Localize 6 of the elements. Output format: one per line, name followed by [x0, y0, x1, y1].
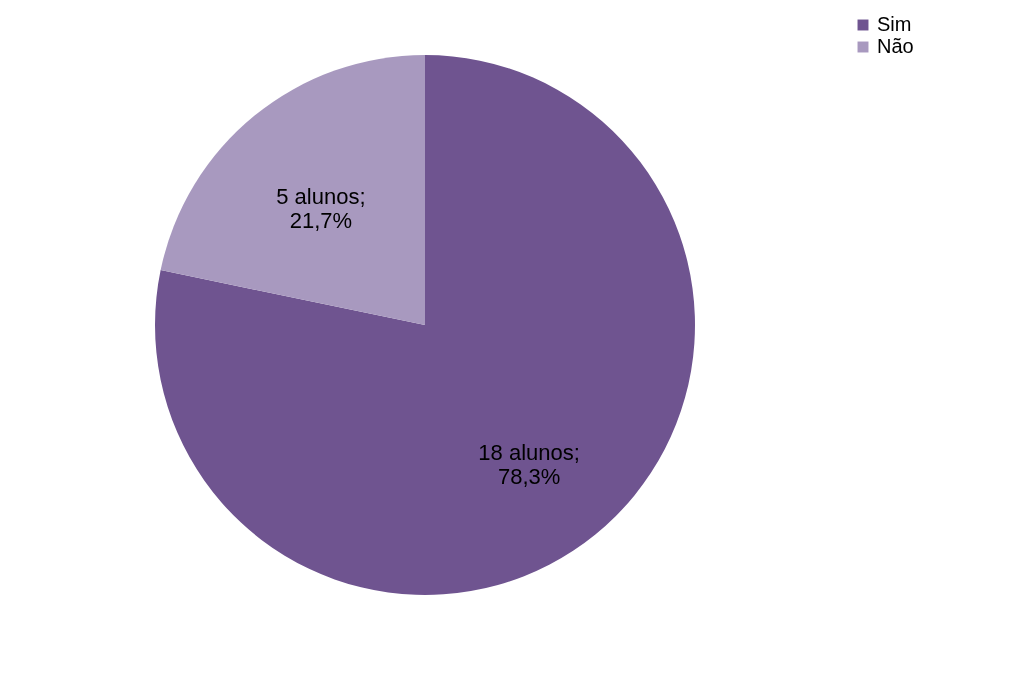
pie-slice: [155, 55, 695, 595]
data-label: 18 alunos; 78,3%: [478, 439, 580, 489]
pie-slice: [160, 55, 425, 325]
legend-label: Sim: [877, 13, 912, 35]
data-label: 5 alunos; 21,7%: [276, 184, 366, 234]
legend-label: Não: [877, 35, 914, 57]
